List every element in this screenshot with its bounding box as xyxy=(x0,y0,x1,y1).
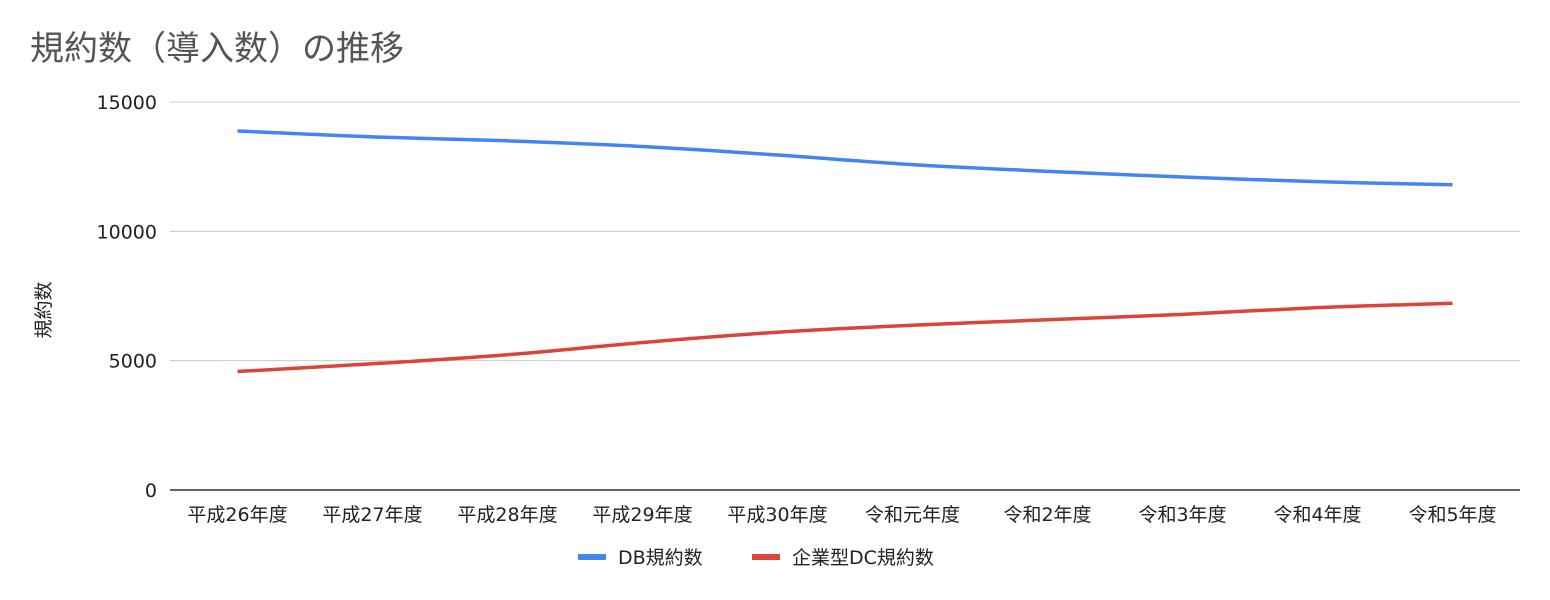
y-tick-label: 0 xyxy=(145,480,157,502)
series-line-1 xyxy=(237,301,1453,374)
y-tick-label: 5000 xyxy=(109,351,157,373)
series-lines xyxy=(237,129,1453,374)
x-tick-label: 平成30年度 xyxy=(727,504,827,526)
x-tick-label: 平成28年度 xyxy=(457,504,557,526)
legend: DB規約数 企業型DC規約数 xyxy=(578,547,934,569)
x-tick-label: 平成26年度 xyxy=(187,504,287,526)
legend-label: DB規約数 xyxy=(618,547,703,569)
legend-swatch xyxy=(578,554,606,560)
x-tick-label: 令和5年度 xyxy=(1408,504,1496,526)
x-tick-label: 令和2年度 xyxy=(1003,504,1091,526)
legend-label: 企業型DC規約数 xyxy=(792,547,934,569)
x-tick-label: 平成29年度 xyxy=(592,504,692,526)
y-axis-title: 規約数 xyxy=(33,281,55,338)
chart-title: 規約数（導入数）の推移 xyxy=(30,29,404,69)
x-tick-label: 令和元年度 xyxy=(865,504,960,526)
legend-swatch xyxy=(752,554,780,560)
y-tick-label: 10000 xyxy=(97,221,157,243)
x-tick-label: 平成27年度 xyxy=(322,504,422,526)
y-tick-labels: 0 5000 10000 15000 xyxy=(97,92,157,502)
x-tick-labels: 平成26年度 平成27年度 平成28年度 平成29年度 平成30年度 令和元年度 令和2年度… xyxy=(187,504,1496,526)
x-tick-label: 令和3年度 xyxy=(1138,504,1226,526)
series-line-0 xyxy=(237,129,1453,187)
y-tick-label: 15000 xyxy=(97,92,157,114)
x-tick-label: 令和4年度 xyxy=(1273,504,1361,526)
